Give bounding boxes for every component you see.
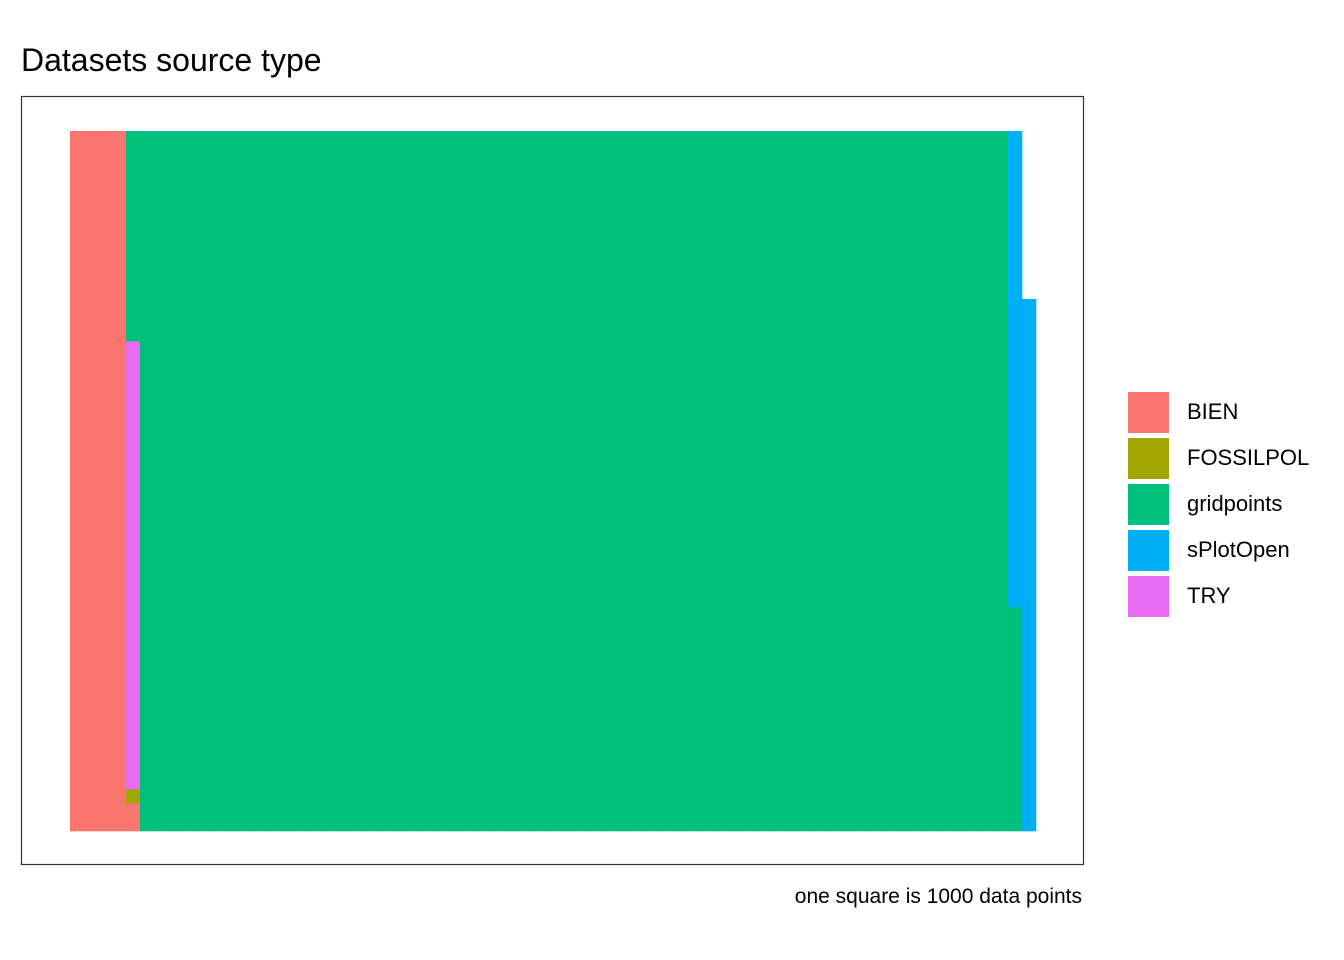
waffle-block-gridpoints	[630, 131, 645, 832]
waffle-block-gridpoints	[490, 131, 505, 832]
waffle-block-splotopen	[1008, 131, 1023, 608]
waffle-block-gridpoints	[448, 131, 463, 832]
waffle-block-gridpoints	[518, 131, 533, 832]
waffle-block-gridpoints	[770, 131, 785, 832]
legend-key-fossilpol	[1128, 437, 1169, 479]
waffle-block-gridpoints	[546, 131, 561, 832]
waffle-block-bien	[112, 131, 127, 832]
waffle-block-gridpoints	[826, 131, 841, 832]
waffle-block-gridpoints	[588, 131, 603, 832]
waffle-block-gridpoints	[938, 131, 953, 832]
waffle-block-gridpoints	[602, 131, 617, 832]
waffle-block-gridpoints	[574, 131, 589, 832]
waffle-block-gridpoints	[700, 131, 715, 832]
waffle-block-gridpoints	[910, 131, 925, 832]
waffle-block-gridpoints	[882, 131, 897, 832]
legend-key-bien	[1128, 391, 1169, 433]
waffle-block-gridpoints	[784, 131, 799, 832]
waffle-block-gridpoints	[560, 131, 575, 832]
legend-label-splotopen: sPlotOpen	[1187, 537, 1290, 562]
waffle-block-gridpoints	[966, 131, 981, 832]
waffle-block-gridpoints	[238, 131, 253, 832]
waffle-block-gridpoints	[168, 131, 183, 832]
waffle-block-gridpoints	[364, 131, 379, 832]
chart-caption: one square is 1000 data points	[794, 885, 1082, 908]
waffle-block-gridpoints	[840, 131, 855, 832]
waffle-block-gridpoints	[868, 131, 883, 832]
waffle-block-gridpoints	[742, 131, 757, 832]
waffle-block-gridpoints	[644, 131, 659, 832]
waffle-block-gridpoints	[378, 131, 393, 832]
waffle-block-gridpoints	[322, 131, 337, 832]
legend-label-try: TRY	[1187, 583, 1231, 608]
waffle-block-gridpoints	[420, 131, 435, 832]
waffle-block-gridpoints	[182, 131, 197, 832]
waffle-block-gridpoints	[140, 131, 155, 832]
chart-title: Datasets source type	[21, 42, 322, 78]
legend: BIEN FOSSILPOL gridpoints sPlotOpen TRY	[1128, 389, 1309, 619]
waffle-block-gridpoints	[476, 131, 491, 832]
legend-item-fossilpol: FOSSILPOL	[1128, 435, 1309, 481]
legend-label-fossilpol: FOSSILPOL	[1187, 445, 1310, 470]
waffle-block-gridpoints	[980, 131, 995, 832]
waffle-block-gridpoints	[1008, 607, 1023, 832]
legend-label-bien: BIEN	[1187, 399, 1239, 424]
waffle-block-gridpoints	[126, 131, 141, 342]
legend-key-gridpoints	[1128, 483, 1169, 525]
waffle-block-gridpoints	[672, 131, 687, 832]
legend-key-try	[1128, 575, 1169, 617]
legend-key-splotopen	[1128, 529, 1169, 571]
waffle-block-gridpoints	[266, 131, 281, 832]
waffle-block-gridpoints	[756, 131, 771, 832]
waffle-block-try	[126, 341, 141, 790]
waffle-cells	[70, 131, 1037, 832]
panel-border	[20, 95, 1085, 866]
waffle-block-bien	[84, 131, 99, 832]
waffle-block-gridpoints	[532, 131, 547, 832]
waffle-block-gridpoints	[280, 131, 295, 832]
waffle-block-gridpoints	[336, 131, 351, 832]
waffle-block-gridpoints	[994, 131, 1009, 832]
waffle-block-gridpoints	[210, 131, 225, 832]
waffle-block-gridpoints	[616, 131, 631, 832]
waffle-block-bien	[70, 131, 85, 832]
waffle-block-gridpoints	[462, 131, 477, 832]
waffle-block-gridpoints	[308, 131, 323, 832]
waffle-block-gridpoints	[294, 131, 309, 832]
waffle-block-splotopen	[1022, 299, 1037, 832]
waffle-block-gridpoints	[812, 131, 827, 832]
waffle-block-bien	[98, 131, 113, 832]
waffle-block-gridpoints	[406, 131, 421, 832]
waffle-block-bien	[126, 803, 141, 832]
waffle-block-gridpoints	[798, 131, 813, 832]
legend-label-gridpoints: gridpoints	[1187, 491, 1283, 516]
waffle-block-gridpoints	[854, 131, 869, 832]
waffle-block-gridpoints	[252, 131, 267, 832]
waffle-block-gridpoints	[686, 131, 701, 832]
waffle-block-gridpoints	[924, 131, 939, 832]
waffle-block-gridpoints	[196, 131, 211, 832]
waffle-block-gridpoints	[952, 131, 967, 832]
waffle-block-gridpoints	[728, 131, 743, 832]
waffle-block-gridpoints	[392, 131, 407, 832]
waffle-block-gridpoints	[350, 131, 365, 832]
waffle-block-fossilpol	[126, 789, 141, 804]
legend-item-bien: BIEN	[1128, 389, 1309, 435]
waffle-block-gridpoints	[896, 131, 911, 832]
waffle-block-gridpoints	[224, 131, 239, 832]
legend-item-splotopen: sPlotOpen	[1128, 527, 1309, 573]
waffle-block-gridpoints	[658, 131, 673, 832]
waffle-block-gridpoints	[434, 131, 449, 832]
legend-item-try: TRY	[1128, 573, 1309, 619]
waffle-block-gridpoints	[504, 131, 519, 832]
waffle-block-gridpoints	[154, 131, 169, 832]
legend-item-gridpoints: gridpoints	[1128, 481, 1309, 527]
waffle-block-gridpoints	[714, 131, 729, 832]
